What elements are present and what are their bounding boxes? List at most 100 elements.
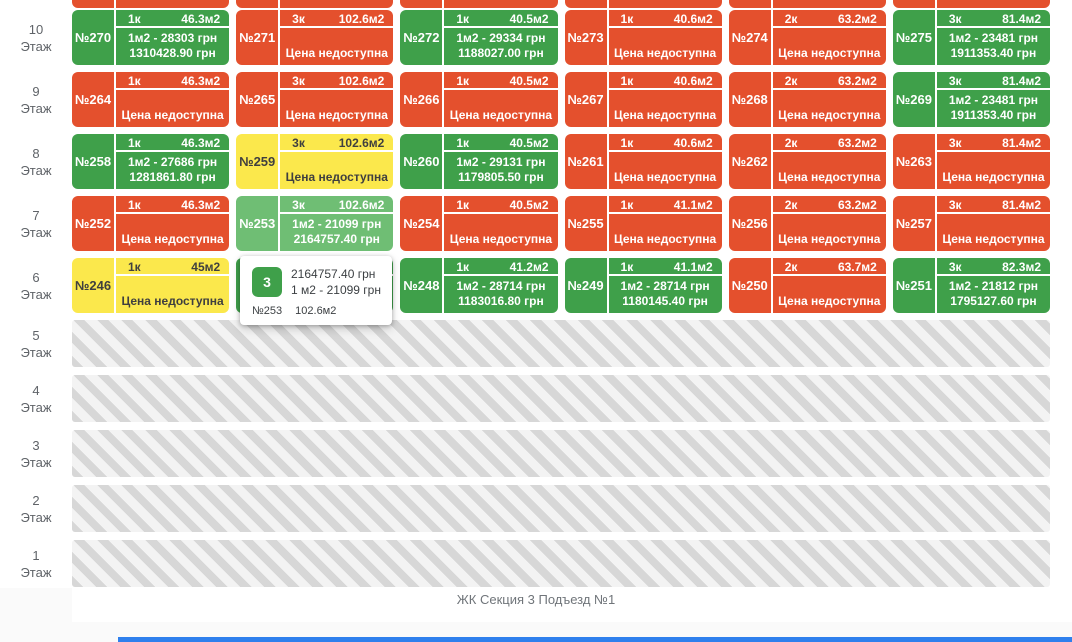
apartment-card-249[interactable]: №249 1к 41.1м2 1м2 - 28714 грн 1180145.40 гр… [564,258,722,313]
apartment-card-266[interactable]: №266 1к 40.5м2 Цена недоступна [400,72,558,127]
floor-word: Этаж [20,399,52,415]
apartment-card-262[interactable]: №262 2к 63.2м2 Цена недоступна [728,134,886,189]
floor-label: 5 Этаж [0,320,72,367]
apartment-card-253[interactable]: №253 3к 102.6м2 1м2 - 21099 грн 2164757.40 г… [236,196,394,251]
apartment-area: 40.5м2 [509,11,549,26]
price-per-m2: 1м2 - 23481 грн [948,93,1039,107]
apartment-card-partial[interactable] [728,0,886,8]
tooltip-total-price: 2164757.40 грн [291,267,376,281]
apartment-area: 63.2м2 [837,197,877,212]
floor-number: 8 [32,145,40,161]
apartment-card-268[interactable]: №268 2к 63.2м2 Цена недоступна [728,72,886,127]
apartment-card-partial[interactable] [72,0,230,8]
apartment-card-body: Цена недоступна [280,90,393,127]
apartment-card-partial[interactable] [892,0,1051,8]
floor-number: 1 [32,547,40,563]
rooms-count: 1к [620,73,634,88]
price-per-m2: 1м2 - 29131 грн [456,155,546,169]
apartment-card-body: Цена недоступна [773,214,886,251]
floors-grid: 10 Этаж №270 1к 46.3м2 1м2 - 28303 грн 1310428… [0,10,1072,595]
apartment-area: 46.3м2 [181,11,221,26]
apartment-card-main: 1к 46.3м2 1м2 - 28303 грн 1310428.90 грн [116,10,230,65]
apartment-card-body: Цена недоступна [609,90,722,127]
apartment-card-body: Цена недоступна [773,152,886,189]
apartment-area: 63.7м2 [837,259,877,274]
price-unavailable-label: Цена недоступна [942,232,1045,246]
floor-label: 2 Этаж [0,485,72,532]
total-price: 1188027.00 грн [458,46,544,60]
apartment-card-header: 2к 63.2м2 [772,72,886,90]
apartment-card-256[interactable]: №256 2к 63.2м2 Цена недоступна [728,196,886,251]
rooms-count: 2к [784,11,798,26]
apartment-card-273[interactable]: №273 1к 40.6м2 Цена недоступна [564,10,722,65]
rooms-count: 1к [456,135,470,150]
apartment-number-cell: №273 [565,10,609,65]
apartment-card-254[interactable]: №254 1к 40.5м2 Цена недоступна [400,196,558,251]
apartment-card-main: 2к 63.7м2 Цена недоступна [772,258,886,313]
total-price: 1911353.40 грн [950,108,1037,122]
apartment-card-269[interactable]: №269 3к 81.4м2 1м2 - 23481 грн 1911353.40 гр… [892,72,1051,127]
apartment-card-main: 1к 46.3м2 Цена недоступна [116,72,230,127]
apartment-card-body: Цена недоступна [937,152,1050,189]
apartment-card-259[interactable]: №259 3к 102.6м2 Цена недоступна [236,134,394,189]
rooms-count: 2к [784,135,798,150]
apartment-number-cell [72,0,116,8]
total-price: 1281861.80 грн [129,170,216,184]
apartment-card-248[interactable]: №248 1к 41.2м2 1м2 - 28714 грн 1183016.80 гр… [400,258,558,313]
floor-word: Этаж [20,454,52,470]
apartment-number-cell: №267 [565,72,609,127]
apartment-card-257[interactable]: №257 3к 81.4м2 Цена недоступна [892,196,1051,251]
apartment-number-cell [893,0,937,8]
apartment-card-250[interactable]: №250 2к 63.7м2 Цена недоступна [728,258,886,313]
apartment-card-252[interactable]: №252 1к 46.3м2 Цена недоступна [72,196,230,251]
apartment-card-274[interactable]: №274 2к 63.2м2 Цена недоступна [728,10,886,65]
apartment-area: 46.3м2 [181,197,221,212]
floor-row-7: 7 Этаж №252 1к 46.3м2 Цена недоступна №253 3к 10… [0,196,1072,251]
apartment-card-270[interactable]: №270 1к 46.3м2 1м2 - 28303 грн 1310428.90 гр… [72,10,230,65]
apartment-card-header: 1к 41.2м2 [444,258,558,276]
floor-number: 9 [32,83,40,99]
apartment-card-264[interactable]: №264 1к 46.3м2 Цена недоступна [72,72,230,127]
apartment-tooltip: 3 2164757.40 грн 1 м2 - 21099 грн №253 1… [240,256,392,325]
apartment-area: 46.3м2 [181,73,221,88]
apartment-card-272[interactable]: №272 1к 40.5м2 1м2 - 29334 грн 1188027.00 гр… [400,10,558,65]
tooltip-apartment-number: №253 [252,305,283,317]
apartment-number-cell: №262 [729,134,773,189]
apartment-number-cell: №263 [893,134,937,189]
construction-stripes [72,540,1050,587]
price-unavailable-label: Цена недоступна [778,108,881,122]
apartment-number-cell: №259 [236,134,281,189]
apartment-card-partial[interactable] [400,0,558,8]
apartment-area: 40.5м2 [509,135,549,150]
apartment-card-263[interactable]: №263 3к 81.4м2 Цена недоступна [892,134,1051,189]
apartment-card-265[interactable]: №265 3к 102.6м2 Цена недоступна [236,72,394,127]
floor-label: 9 Этаж [0,72,72,127]
floor-number: 2 [32,492,40,508]
apartment-card-246[interactable]: №246 1к 45м2 Цена недоступна [72,258,230,313]
price-unavailable-label: Цена недоступна [778,294,881,308]
apartment-card-body: Цена недоступна [116,276,229,313]
apartment-card-255[interactable]: №255 1к 41.1м2 Цена недоступна [564,196,722,251]
apartment-card-body: 1м2 - 29131 грн 1179805.50 грн [444,152,557,189]
apartment-card-260[interactable]: №260 1к 40.5м2 1м2 - 29131 грн 1179805.50 гр… [400,134,558,189]
apartment-card-main: 1к 40.5м2 1м2 - 29131 грн 1179805.50 грн [444,134,558,189]
apartment-area: 46.3м2 [181,135,221,150]
apartment-card-261[interactable]: №261 1к 40.6м2 Цена недоступна [564,134,722,189]
apartment-card-header: 1к 40.5м2 [444,72,558,90]
rooms-count: 1к [456,259,470,274]
apartment-card-partial[interactable] [236,0,394,8]
apartment-card-275[interactable]: №275 3к 81.4м2 1м2 - 23481 грн 1911353.40 гр… [892,10,1051,65]
apartment-card-partial[interactable] [564,0,722,8]
apartment-card-body: Цена недоступна [773,28,886,65]
apartment-area: 81.4м2 [1002,197,1042,212]
apartment-card-267[interactable]: №267 1к 40.6м2 Цена недоступна [564,72,722,127]
apartment-area: 40.6м2 [673,73,713,88]
floor-word: Этаж [20,344,52,360]
apartments-row: №252 1к 46.3м2 Цена недоступна №253 3к 102.6м2… [72,196,1051,251]
apartment-card-271[interactable]: №271 3к 102.6м2 Цена недоступна [236,10,394,65]
apartment-number-cell [400,0,445,8]
apartment-card-header: 1к 41.1м2 [608,196,722,214]
apartment-card-251[interactable]: №251 3к 82.3м2 1м2 - 21812 грн 1795127.60 гр… [892,258,1051,313]
rooms-count: 1к [128,135,141,150]
apartment-card-258[interactable]: №258 1к 46.3м2 1м2 - 27686 грн 1281861.80 гр… [72,134,230,189]
